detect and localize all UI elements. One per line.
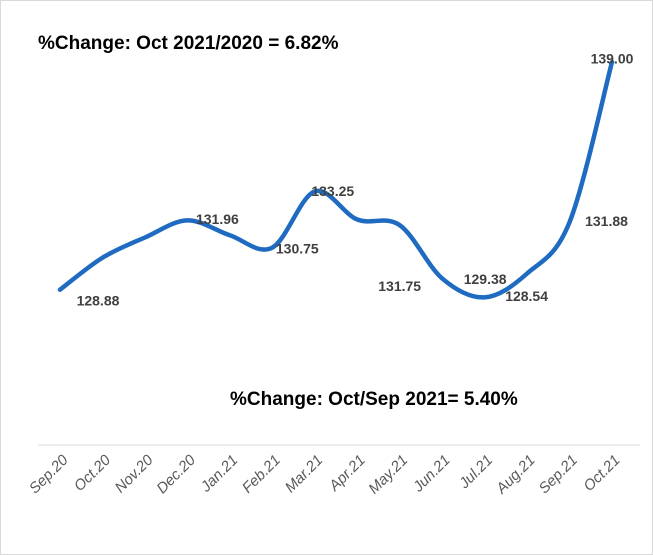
annotation: %Change: Oct 2021/2020 = 6.82% — [38, 33, 339, 54]
data-label: 131.75 — [378, 278, 421, 294]
data-label: 133.25 — [311, 183, 354, 199]
line — [57, 59, 615, 300]
data-label: 128.88 — [77, 292, 120, 308]
data-label: 139.00 — [591, 51, 634, 67]
data-label: 131.96 — [196, 211, 239, 227]
data-label: 128.54 — [505, 288, 548, 304]
data-label: 129.38 — [464, 271, 507, 287]
data-label: 130.75 — [276, 240, 319, 256]
annotation: %Change: Oct/Sep 2021= 5.40% — [230, 389, 518, 410]
data-label: 131.88 — [585, 213, 628, 229]
